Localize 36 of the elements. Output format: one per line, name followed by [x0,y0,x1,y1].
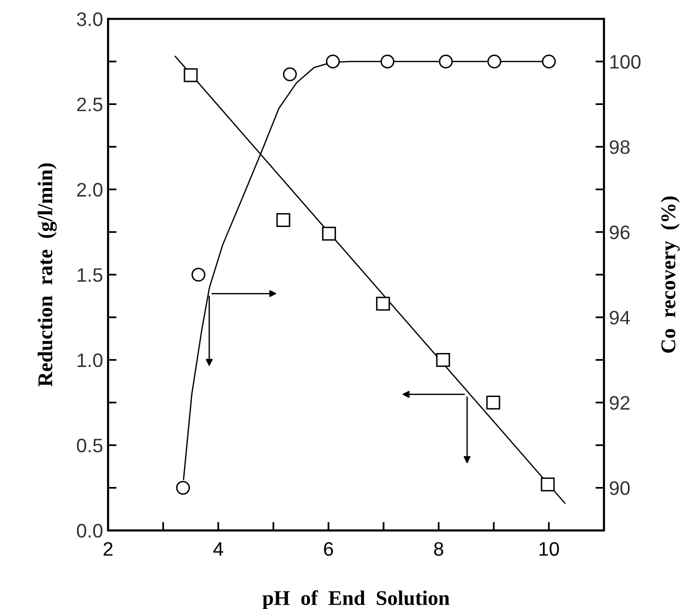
point [540,477,555,492]
point [487,54,502,68]
y2-tick-label: 98 [610,140,630,154]
x-tick-label: 6 [324,542,334,556]
y2-tick-label: 94 [610,310,630,325]
x-tick-label: 4 [213,542,224,556]
y2-tick-label: 90 [610,481,630,496]
y-tick-label: 2.0 [77,182,102,197]
y-axis-title: Reduction rate (g/l/min) [38,163,57,387]
y2-axis-title: Co recovery (%) [660,196,680,353]
y2-tick-label: 92 [610,396,630,410]
y2-tick-label: 100 [610,54,641,69]
point [276,213,290,228]
x-axis-title: pH of End Solution [262,590,450,609]
x-tick-label: 10 [540,542,559,556]
y-tick-label: 1.5 [78,268,102,282]
point [326,54,340,68]
point [436,352,450,367]
y-tick-label: 3.0 [76,12,102,26]
y-tick-label: 0.0 [76,524,102,538]
x-tick-label: 8 [434,542,444,556]
y-tick-label: 2.5 [77,98,102,112]
point [322,226,336,241]
point [282,67,297,82]
point [542,54,556,68]
point [191,268,206,282]
y-tick-label: 0.5 [76,438,102,452]
y-tick-label: 1.0 [78,353,102,368]
point [376,296,390,311]
point [176,480,190,495]
point [380,54,394,68]
y2-tick-label: 96 [610,225,630,240]
point [486,396,500,410]
x-tick-label: 2 [104,542,113,556]
point [438,54,453,68]
point [184,68,198,82]
